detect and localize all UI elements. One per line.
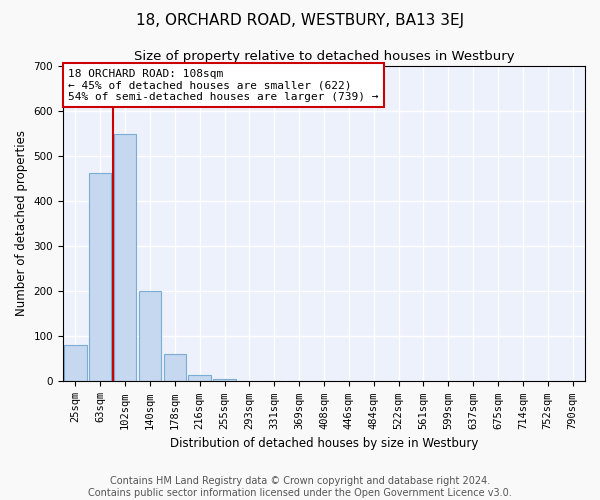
- Bar: [238, 380, 260, 382]
- Text: 18, ORCHARD ROAD, WESTBURY, BA13 3EJ: 18, ORCHARD ROAD, WESTBURY, BA13 3EJ: [136, 12, 464, 28]
- Bar: [188, 374, 211, 382]
- Bar: [139, 291, 161, 382]
- Bar: [214, 379, 236, 382]
- Bar: [114, 134, 136, 382]
- X-axis label: Distribution of detached houses by size in Westbury: Distribution of detached houses by size …: [170, 437, 478, 450]
- Text: 18 ORCHARD ROAD: 108sqm
← 45% of detached houses are smaller (622)
54% of semi-d: 18 ORCHARD ROAD: 108sqm ← 45% of detache…: [68, 68, 379, 102]
- Bar: [89, 173, 112, 382]
- Y-axis label: Number of detached properties: Number of detached properties: [15, 130, 28, 316]
- Bar: [164, 354, 186, 382]
- Bar: [64, 346, 86, 382]
- Title: Size of property relative to detached houses in Westbury: Size of property relative to detached ho…: [134, 50, 514, 63]
- Text: Contains HM Land Registry data © Crown copyright and database right 2024.
Contai: Contains HM Land Registry data © Crown c…: [88, 476, 512, 498]
